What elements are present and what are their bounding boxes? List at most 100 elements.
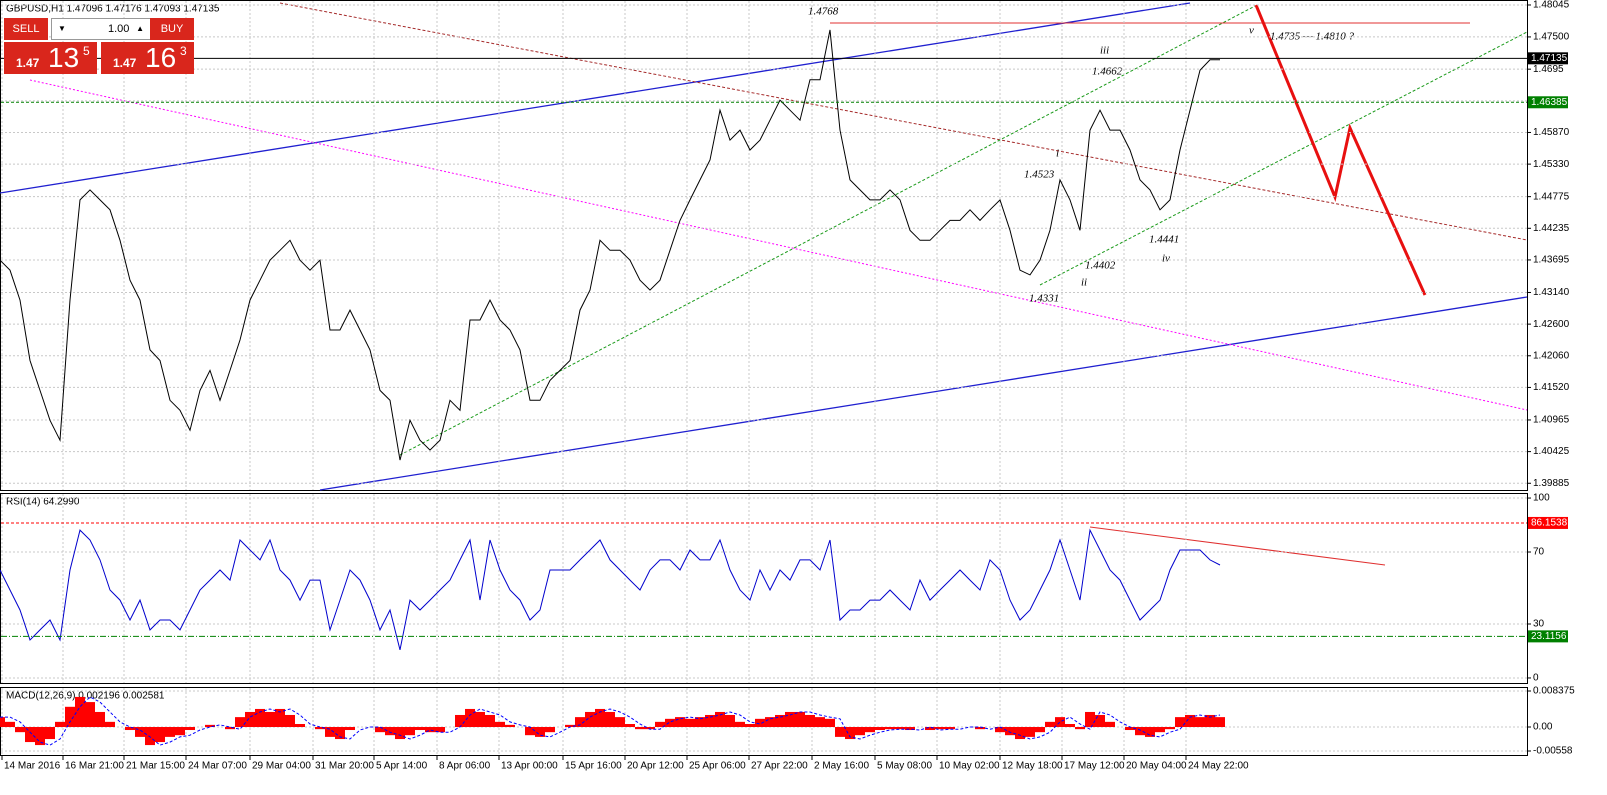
- x-tick-label: 27 Apr 22:00: [751, 761, 808, 772]
- level-box: [1528, 516, 1568, 529]
- y-tick-label: 1.45330: [1533, 159, 1570, 170]
- histogram-bar: [185, 727, 195, 731]
- histogram-bar: [105, 721, 115, 728]
- level-label: 1.46385: [1531, 97, 1568, 108]
- y-tick-label: 1.44235: [1533, 223, 1570, 234]
- spin-down[interactable]: ▼: [58, 24, 66, 33]
- x-tick-label: 29 Mar 04:00: [252, 761, 311, 772]
- wave-label: 1.4441: [1149, 234, 1179, 246]
- level-label: 1.47135: [1531, 53, 1568, 64]
- histogram-bar: [315, 727, 325, 730]
- bid-price[interactable]: 1.47 13 5: [4, 42, 97, 74]
- histogram-bar: [685, 718, 695, 728]
- buy-button[interactable]: BUY: [150, 18, 194, 40]
- trend-line: [29, 79, 1528, 411]
- histogram-bar: [605, 711, 615, 728]
- y-tick-label: 1.41520: [1533, 382, 1570, 393]
- target-label: 1.4735 — 1.4810 ?: [1270, 31, 1355, 43]
- histogram-bar: [995, 727, 1005, 733]
- histogram-bar: [55, 721, 65, 728]
- histogram-bar: [655, 721, 665, 728]
- panel-title: RSI(14) 64.2990: [6, 497, 80, 508]
- y-tick-label: 100: [1533, 493, 1550, 504]
- wave-label: 1.4402: [1085, 260, 1116, 272]
- x-tick-label: 5 May 08:00: [877, 761, 932, 772]
- histogram-bar: [125, 727, 135, 731]
- y-tick-label: -0.00558: [1533, 746, 1573, 757]
- x-tick-label: 17 May 12:00: [1064, 761, 1125, 772]
- histogram-bar: [1075, 727, 1085, 730]
- histogram-bar: [1025, 727, 1035, 737]
- histogram-bar: [705, 714, 715, 728]
- panel-title: GBPUSD,H1 1.47096 1.47176 1.47093 1.4713…: [6, 4, 220, 15]
- y-tick-label: 1.43695: [1533, 255, 1570, 266]
- histogram-bar: [755, 718, 765, 728]
- spin-up[interactable]: ▲: [136, 24, 144, 33]
- x-tick-label: 24 Mar 07:00: [188, 761, 247, 772]
- histogram-bar: [595, 708, 605, 728]
- y-tick-label: 1.45870: [1533, 127, 1570, 138]
- histogram-bar: [715, 711, 725, 728]
- histogram-bar: [535, 727, 545, 737]
- y-tick-label: 0.008375: [1533, 686, 1575, 697]
- y-tick-label: 1.4695: [1533, 64, 1564, 75]
- histogram-bar: [415, 727, 425, 731]
- histogram-bar: [645, 727, 655, 730]
- series-line: [0, 696, 1221, 746]
- histogram-bar: [1125, 727, 1135, 731]
- y-tick-label: 1.47500: [1533, 32, 1570, 43]
- trend-line: [279, 2, 1528, 241]
- histogram-bar: [585, 711, 595, 728]
- x-tick-label: 16 Mar 21:00: [65, 761, 124, 772]
- histogram-bar: [95, 711, 105, 728]
- histogram-bar: [1105, 721, 1115, 728]
- histogram-bar: [1205, 714, 1215, 728]
- histogram-bar: [265, 711, 275, 728]
- histogram-bar: [545, 727, 555, 733]
- wave-label: i: [1056, 148, 1059, 160]
- histogram-bar: [675, 717, 685, 728]
- wave-label: 1.4662: [1092, 66, 1123, 78]
- ask-price[interactable]: 1.47 16 3: [101, 42, 194, 74]
- histogram-bar: [1055, 717, 1065, 728]
- lot-input[interactable]: ▼ 1.00 ▲: [51, 18, 151, 40]
- histogram-bar: [245, 711, 255, 728]
- y-tick-label: 1.42060: [1533, 350, 1570, 361]
- trend-line: [1039, 31, 1528, 286]
- y-tick-label: 30: [1533, 619, 1545, 630]
- x-tick-label: 31 Mar 20:00: [315, 761, 374, 772]
- wave-label: 1.4523: [1024, 169, 1055, 181]
- histogram-bar: [885, 727, 895, 730]
- histogram-bar: [805, 714, 815, 728]
- y-tick-label: 1.42600: [1533, 319, 1570, 330]
- histogram-bar: [1085, 711, 1095, 728]
- histogram-bar: [375, 727, 385, 733]
- y-tick-label: 1.40425: [1533, 446, 1570, 457]
- histogram-bar: [1095, 714, 1105, 728]
- sell-button[interactable]: SELL: [4, 18, 48, 40]
- lot-value: 1.00: [108, 23, 130, 35]
- histogram-bar: [45, 727, 55, 740]
- histogram-bar: [455, 714, 465, 728]
- drawings: [0, 2, 1528, 566]
- trend-line: [399, 5, 1256, 456]
- histogram-bar: [695, 717, 705, 728]
- histogram-bar: [1145, 727, 1155, 737]
- x-tick-label: 24 May 22:00: [1188, 761, 1249, 772]
- level-label: 23.1156: [1531, 631, 1567, 642]
- level-box: [1528, 96, 1568, 109]
- histogram-bar: [665, 718, 675, 728]
- annotations: 1.4768 iii 1.4662 i 1.4523 1.4402 ii 1.4…: [808, 6, 1355, 305]
- histogram-bar: [775, 714, 785, 728]
- histogram-bar: [625, 724, 635, 728]
- x-tick-label: 10 May 02:00: [939, 761, 1000, 772]
- histogram-bar: [1215, 717, 1225, 728]
- level-box: [1528, 52, 1568, 65]
- y-tick-label: 1.40965: [1533, 415, 1570, 426]
- histogram-bar: [1005, 727, 1015, 736]
- histogram-bar: [75, 696, 85, 728]
- histogram-bar: [795, 711, 805, 728]
- wave-label: iv: [1162, 253, 1170, 265]
- wave-label: ii: [1081, 277, 1087, 289]
- y-tick-label: 1.44775: [1533, 191, 1570, 202]
